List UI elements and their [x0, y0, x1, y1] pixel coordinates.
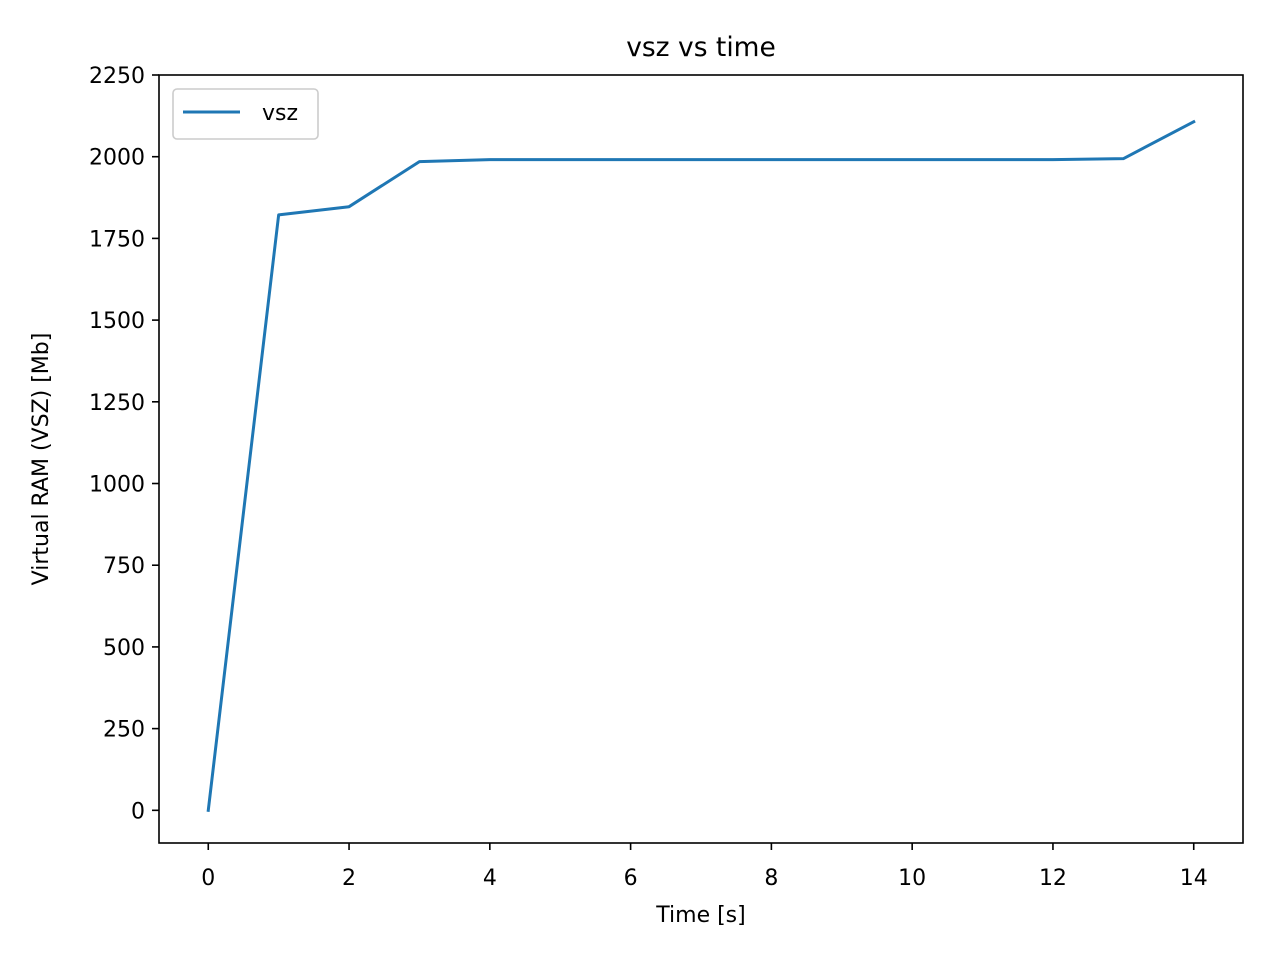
series-layer — [206, 119, 1196, 812]
y-tick-label: 750 — [103, 554, 145, 579]
y-tick-label: 2000 — [89, 146, 145, 171]
legend-label-vsz: vsz — [262, 101, 298, 126]
legend: vsz — [172, 88, 319, 140]
y-tick-label: 1750 — [89, 227, 145, 252]
y-tick-label: 2250 — [89, 64, 145, 89]
x-tick-label: 8 — [764, 866, 778, 891]
x-axis-label: Time [s] — [655, 903, 745, 928]
x-tick-label: 14 — [1180, 866, 1208, 891]
x-tick-label: 10 — [898, 866, 926, 891]
y-axis-label: Virtual RAM (VSZ) [Mb] — [29, 333, 54, 586]
y-tick-label: 1250 — [89, 391, 145, 416]
x-axis: 0 2 4 6 8 10 12 14 — [201, 843, 1208, 891]
plot-area-frame — [158, 74, 1244, 844]
x-tick-label: 2 — [342, 866, 356, 891]
series-line-vsz — [206, 119, 1196, 812]
y-axis: 0 250 500 750 1000 1250 1500 1750 2000 2250 — [89, 64, 159, 824]
legend-frame — [172, 88, 319, 140]
x-tick-label: 0 — [201, 866, 215, 891]
x-tick-label: 12 — [1039, 866, 1067, 891]
y-tick-label: 500 — [103, 636, 145, 661]
x-tick-label: 6 — [624, 866, 638, 891]
y-tick-label: 1500 — [89, 309, 145, 334]
y-tick-label: 250 — [103, 718, 145, 743]
y-tick-label: 1000 — [89, 473, 145, 498]
chart-title: vsz vs time — [626, 32, 776, 63]
y-tick-label: 0 — [131, 799, 145, 824]
x-tick-label: 4 — [483, 866, 497, 891]
